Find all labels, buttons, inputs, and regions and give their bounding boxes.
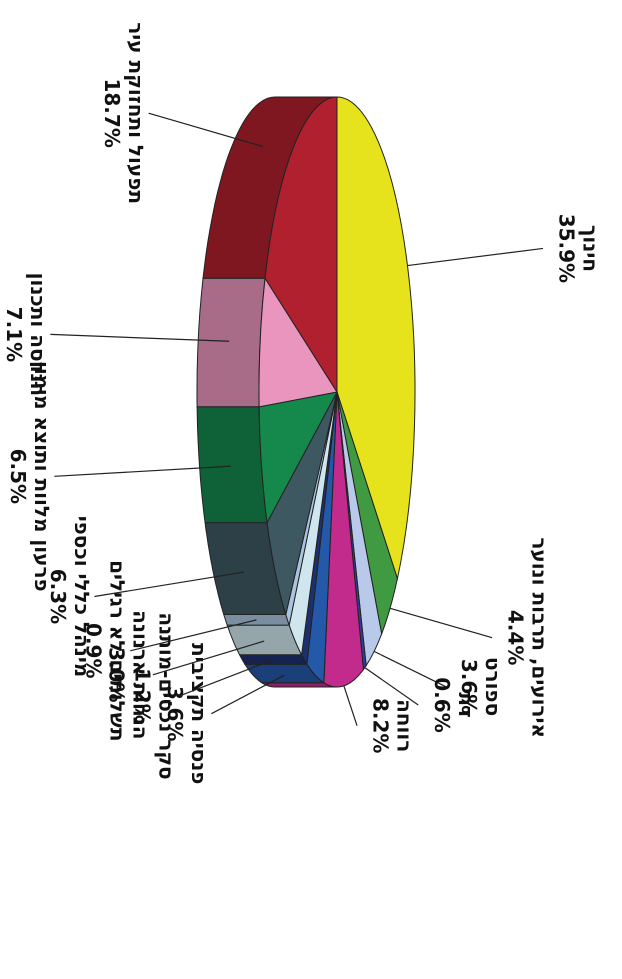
slice-side <box>238 654 308 665</box>
value-label: 18.7% <box>100 78 124 147</box>
leader-line <box>179 659 274 697</box>
slice-label: חינוך <box>578 225 602 272</box>
value-label: 35.9% <box>554 214 578 283</box>
value-label: 6.5% <box>6 449 30 504</box>
value-label: 7.1% <box>2 307 26 362</box>
value-label: 8.2% <box>369 698 393 753</box>
slice-label: הנדסה ותכנון <box>26 273 50 397</box>
slice-label: תפעול ותחזוקת עיר <box>124 22 148 204</box>
slice-label: אירועים, תרבות ונוער <box>528 537 552 738</box>
leader-line <box>373 650 446 688</box>
slice <box>336 96 416 581</box>
slice-side <box>196 406 268 524</box>
value-label: 1.2% <box>131 668 155 723</box>
slice <box>266 391 338 617</box>
leader-line <box>94 571 245 598</box>
slice-label: ספורט <box>481 657 505 716</box>
slice-label: תשלומים לא רגילים <box>106 560 130 741</box>
leader-line <box>343 685 358 726</box>
slice-label: פנסיה תקציבית <box>187 643 211 784</box>
value-label: 3.0% <box>104 647 128 702</box>
slice-label: פרעון מלוות ותוצא מימון <box>30 361 54 592</box>
value-label: 0.9% <box>82 623 106 678</box>
value-label: 3.6% <box>457 659 481 714</box>
value-label: 4.4% <box>504 610 528 665</box>
slice-label: הנחות ארנונה <box>128 610 152 739</box>
slice <box>258 276 338 408</box>
slice-label: רווחה <box>393 699 417 752</box>
pie-sides <box>196 96 338 688</box>
slice-side <box>223 614 291 626</box>
value-label: 0.6% <box>430 677 454 732</box>
slice-label: מינהל כללי וכספי <box>70 516 94 677</box>
slice-label: סקר נכסים-מותנה <box>155 612 179 779</box>
pie-tops <box>258 96 416 688</box>
leader-line <box>407 247 544 267</box>
leader-line <box>50 333 230 342</box>
slice-side <box>196 277 266 408</box>
slice-label: דת <box>454 692 478 717</box>
leader-line <box>389 607 493 639</box>
leader-line <box>364 667 419 706</box>
value-label: 6.3% <box>46 569 70 624</box>
leader-line <box>148 112 263 148</box>
slice <box>258 391 338 525</box>
slice <box>264 96 338 394</box>
leader-line <box>54 465 231 477</box>
leader-line <box>130 619 257 652</box>
leader-line <box>211 674 285 715</box>
leader-line <box>152 640 265 676</box>
